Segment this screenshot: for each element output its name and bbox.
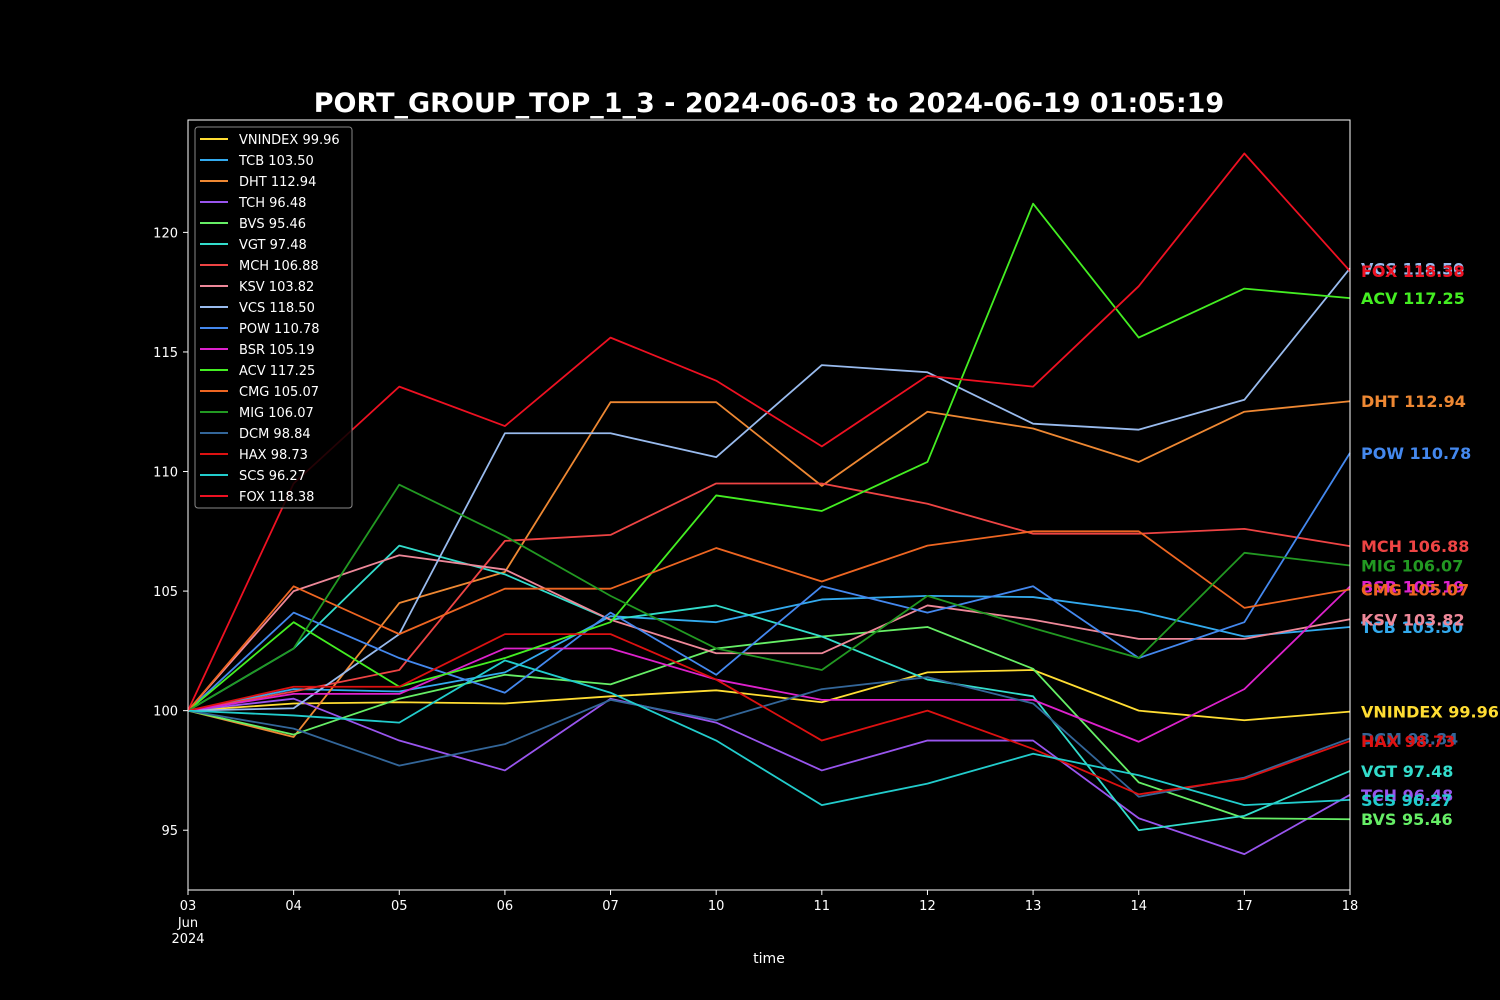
x-tick-label: 06 [497, 899, 514, 914]
legend-entry: POW 110.78 [239, 322, 320, 337]
end-label-bsr: BSR 105.19 [1361, 578, 1464, 597]
series-line-vcs [187, 267, 1351, 712]
series-line-ksv [187, 554, 1351, 712]
series-line-dcm [187, 676, 1351, 798]
x-tick-label: 17 [1236, 899, 1253, 914]
series-line-tch [187, 697, 1351, 856]
x-tick-label: 07 [602, 899, 619, 914]
y-tick-label: 105 [153, 585, 178, 600]
legend-entry: BVS 95.46 [239, 217, 306, 232]
legend-entry: BSR 105.19 [239, 343, 315, 358]
series-line-vgt [187, 544, 1351, 832]
y-axis: 95 100 105 110 115 120 [153, 226, 188, 839]
end-labels: VNINDEX 99.96 TCB 103.50 DHT 112.94 TCH 96.… [1361, 259, 1499, 829]
x-tick-sublabel: 2024 [171, 932, 204, 947]
series-line-hax [187, 633, 1351, 796]
legend-entry: DHT 112.94 [239, 175, 316, 190]
legend-entry: KSV 103.82 [239, 280, 314, 295]
series-lines [187, 152, 1351, 856]
end-label-pow: POW 110.78 [1361, 444, 1471, 463]
end-label-vnindex: VNINDEX 99.96 [1361, 703, 1499, 722]
y-tick-label: 95 [161, 824, 178, 839]
x-tick-label: 03 [180, 899, 197, 914]
series-line-bsr [187, 585, 1351, 743]
end-label-vcs: VCS 118.50 [1361, 259, 1464, 278]
legend-entry: TCB 103.50 [238, 154, 314, 169]
y-tick-label: 120 [153, 226, 178, 241]
series-line-mig [187, 483, 1351, 712]
x-tick-sublabel: Jun [177, 916, 198, 931]
legend-entry: FOX 118.38 [239, 490, 314, 505]
series-line-bvs [187, 626, 1351, 821]
legend-entry: HAX 98.73 [239, 448, 308, 463]
end-label-tch: TCH 96.48 [1361, 786, 1453, 805]
end-label-bvs: BVS 95.46 [1361, 810, 1453, 829]
series-line-mch [187, 482, 1351, 712]
x-tick-label: 05 [391, 899, 408, 914]
x-tick-label: 12 [919, 899, 936, 914]
series-line-acv [187, 202, 1351, 712]
x-tick-label: 13 [1025, 899, 1042, 914]
legend-entry: DCM 98.84 [239, 427, 311, 442]
legend-entry: TCH 96.48 [238, 196, 306, 211]
legend-entry: CMG 105.07 [239, 385, 319, 400]
legend-entry: VNINDEX 99.96 [239, 133, 340, 148]
series-line-pow [187, 452, 1351, 712]
x-tick-label: 11 [814, 899, 831, 914]
end-label-mig: MIG 106.07 [1361, 557, 1463, 576]
end-label-dcm: DCM 98.84 [1361, 729, 1458, 748]
y-tick-label: 115 [153, 346, 178, 361]
legend-entry: VGT 97.48 [239, 238, 307, 253]
plot-area-frame [187, 119, 1351, 891]
x-axis-label: time [753, 951, 785, 967]
y-tick-label: 110 [153, 466, 178, 481]
end-label-acv: ACV 117.25 [1361, 289, 1465, 308]
series-line-scs [187, 659, 1351, 807]
legend-entry: VCS 118.50 [239, 301, 315, 316]
end-label-tcb: TCB 103.50 [1361, 618, 1463, 637]
end-label-hax: HAX 98.73 [1361, 732, 1455, 751]
x-tick-label: 14 [1130, 899, 1147, 914]
series-line-cmg [187, 530, 1351, 712]
x-tick-label: 10 [708, 899, 725, 914]
end-label-scs: SCS 96.27 [1361, 791, 1452, 810]
chart-title: PORT_GROUP_TOP_1_3 - 2024-06-03 to 2024-… [314, 88, 1224, 119]
legend: VNINDEX 99.96 TCB 103.50 DHT 112.94 TCH 96.… [194, 126, 353, 509]
end-label-dht: DHT 112.94 [1361, 392, 1466, 411]
series-line-fox [187, 152, 1351, 712]
end-label-vgt: VGT 97.48 [1361, 762, 1453, 781]
legend-entry: MIG 106.07 [239, 406, 314, 421]
y-tick-label: 100 [153, 705, 178, 720]
legend-entry: SCS 96.27 [239, 469, 306, 484]
legend-entry: MCH 106.88 [239, 259, 319, 274]
legend-entry: ACV 117.25 [239, 364, 315, 379]
series-line-vnindex [187, 669, 1351, 722]
x-tick-label: 18 [1342, 899, 1359, 914]
end-label-ksv: KSV 103.82 [1361, 610, 1465, 629]
end-label-fox: FOX 118.38 [1361, 262, 1465, 281]
end-label-cmg: CMG 105.07 [1361, 580, 1469, 599]
end-label-mch: MCH 106.88 [1361, 537, 1469, 556]
x-tick-label: 04 [285, 899, 302, 914]
legend-box [194, 126, 353, 509]
series-line-tcb [187, 594, 1351, 712]
